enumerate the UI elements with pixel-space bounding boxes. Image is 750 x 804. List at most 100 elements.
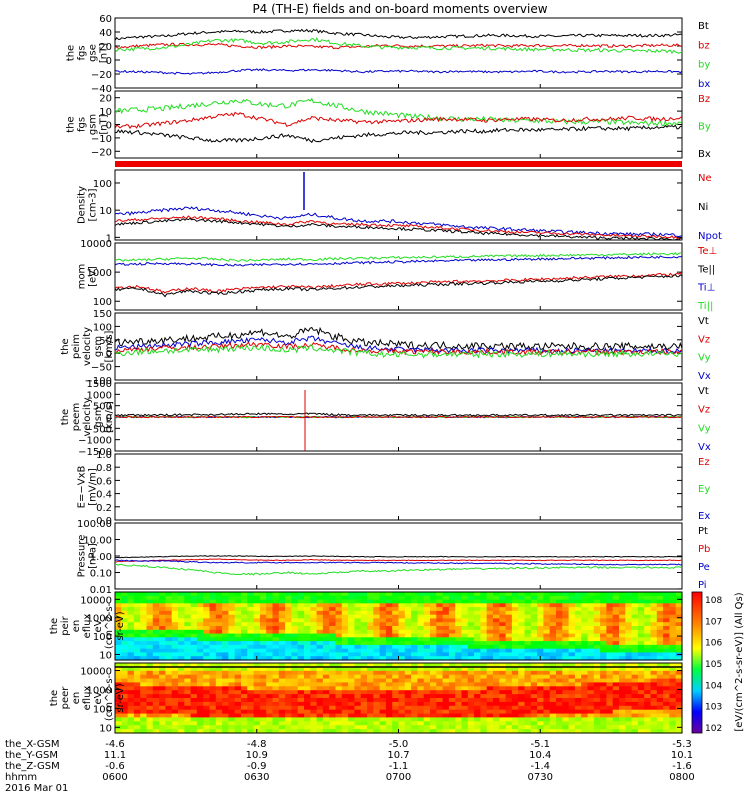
spectrogram-cell: [606, 607, 614, 612]
spectrogram-cell: [354, 682, 362, 687]
x-tick-label: -1.1: [389, 761, 409, 772]
spectrogram-cell: [373, 622, 381, 627]
series-line-Vt: [114, 412, 683, 417]
spectrogram-cell: [228, 637, 236, 642]
spectrogram-cell: [329, 725, 337, 730]
spectrogram-cell: [184, 717, 192, 722]
spectrogram-cell: [530, 603, 538, 608]
spectrogram-cell: [228, 599, 236, 604]
spectrogram-cell: [178, 690, 185, 695]
x-tick-label: 10.7: [387, 750, 409, 761]
spectrogram-cell: [600, 682, 607, 687]
spectrogram-cell: [486, 626, 494, 631]
spectrogram-cell: [436, 705, 444, 711]
spectrogram-cell: [568, 603, 576, 608]
spectrogram-cell: [291, 698, 299, 703]
spectrogram-cell: [291, 641, 299, 646]
spectrogram-cell: [348, 603, 355, 608]
spectrogram-cell: [121, 686, 129, 691]
spectrogram-cell: [354, 717, 362, 722]
spectrogram-cell: [285, 644, 292, 650]
spectrogram-cell: [644, 698, 652, 703]
spectrogram-cell: [253, 592, 261, 597]
spectrogram-cell: [631, 599, 639, 604]
spectrogram-cell: [436, 603, 444, 608]
y-tick-label: 10000: [80, 239, 112, 250]
spectrogram-cell: [341, 725, 349, 730]
spectrogram-cell: [530, 637, 538, 642]
spectrogram-cell: [612, 705, 620, 711]
spectrogram-cell: [480, 626, 488, 631]
spectrogram-cell: [467, 705, 475, 711]
spectrogram-cell: [637, 652, 645, 657]
spectrogram-cell: [480, 641, 488, 646]
spectrogram-cell: [398, 705, 406, 711]
colorbar-tick-label: 105: [705, 660, 722, 670]
spectrogram-cell: [404, 690, 412, 695]
spectrogram-cell: [455, 709, 463, 715]
spectrogram-cell: [404, 674, 412, 680]
spectrogram-cell: [675, 656, 683, 661]
spectrogram-cell: [222, 670, 229, 676]
spectrogram-cell: [373, 717, 381, 722]
spectrogram-cell: [537, 694, 544, 699]
spectrogram-cell: [222, 592, 229, 597]
spectrogram-cell: [379, 656, 387, 661]
spectrogram-cell: [455, 618, 463, 623]
spectrogram-cell: [562, 709, 570, 715]
spectrogram-cell: [322, 614, 330, 620]
spectrogram-cell: [203, 701, 211, 707]
spectrogram-cell: [448, 656, 456, 661]
spectrogram-cell: [121, 652, 129, 657]
spectrogram-cell: [448, 666, 456, 672]
spectrogram-cell: [184, 622, 192, 627]
spectrogram-cell: [442, 592, 450, 597]
spectrogram-cell: [360, 694, 368, 699]
spectrogram-cell: [656, 682, 664, 687]
spectrogram-cell: [606, 656, 614, 661]
spectrogram-cell: [196, 705, 204, 711]
spectrogram-cell: [442, 682, 450, 687]
spectrogram-cell: [600, 701, 607, 707]
spectrogram-cell: [423, 678, 431, 684]
spectrogram-cell: [581, 670, 589, 676]
spectrogram-cell: [196, 674, 204, 680]
spectrogram-cell: [430, 717, 437, 722]
spectrogram-cell: [505, 701, 513, 707]
spectrogram-cell: [209, 599, 217, 604]
spectrogram-cell: [467, 614, 475, 620]
spectrogram-cell: [297, 618, 305, 623]
spectrogram-cell: [184, 663, 192, 668]
spectrogram-cell: [379, 618, 387, 623]
spectrogram-cell: [203, 713, 211, 719]
spectrogram-cell: [127, 637, 135, 642]
spectrogram-cell: [209, 618, 217, 623]
spectrogram-cell: [404, 614, 412, 620]
spectrogram-cell: [203, 595, 211, 601]
spectrogram-cell: [348, 725, 355, 730]
spectrogram-cell: [549, 592, 557, 597]
spectrogram-cell: [663, 678, 670, 684]
spectrogram-cell: [241, 603, 248, 608]
spectrogram-cell: [133, 603, 141, 608]
spectrogram-cell: [581, 618, 589, 623]
spectrogram-cell: [379, 725, 387, 730]
spectrogram-cell: [625, 674, 633, 680]
spectrogram-cell: [411, 698, 418, 703]
spectrogram-cell: [600, 644, 607, 650]
spectrogram-cell: [196, 592, 204, 597]
spectrogram-cell: [549, 614, 557, 620]
spectrogram-cell: [543, 682, 551, 687]
spectrogram-cell: [430, 663, 437, 668]
spectrogram-cell: [259, 637, 267, 642]
spectrogram-cell: [146, 666, 154, 672]
spectrogram-cell: [354, 721, 362, 726]
spectrogram-cell: [524, 678, 532, 684]
y-tick-label: 10: [99, 723, 112, 734]
spectrogram-cell: [304, 701, 311, 707]
series-line-Vx: [115, 335, 683, 355]
spectrogram-cell: [367, 721, 374, 726]
spectrogram-cell: [474, 637, 481, 642]
spectrogram-cell: [133, 652, 141, 657]
